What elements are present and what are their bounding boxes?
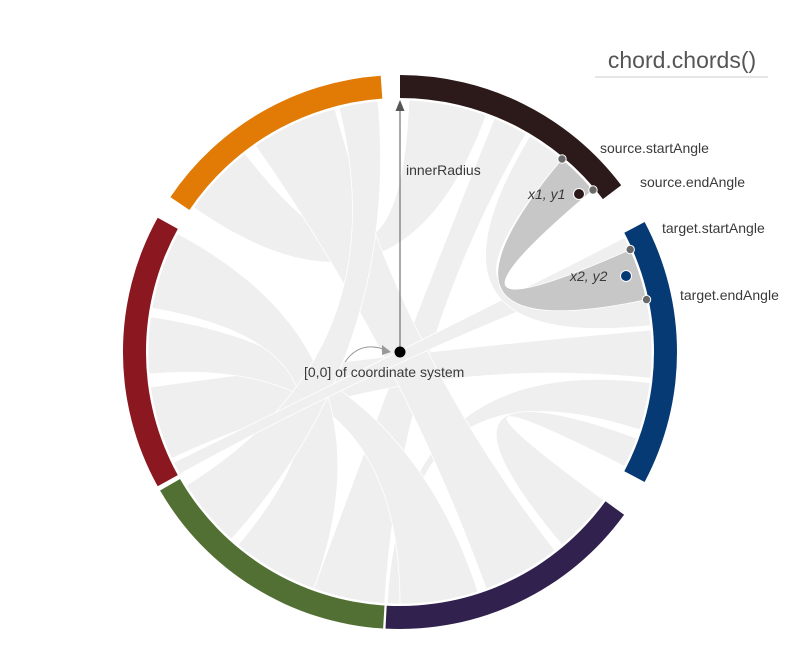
group-arc-2 <box>624 222 678 482</box>
source-point-x1-y1 <box>573 188 585 200</box>
ribbon-8 <box>151 233 339 590</box>
inner-radius-label: innerRadius <box>406 162 481 178</box>
source-end-marker <box>588 185 598 195</box>
source-start-angle-label: source.startAngle <box>600 140 709 156</box>
point2-label: x2, y2 <box>569 268 608 284</box>
angle-markers <box>557 154 652 305</box>
target-point-x2-y2 <box>620 270 632 282</box>
target-start-angle-label: target.startAngle <box>662 220 765 236</box>
group-arc-5 <box>122 217 178 487</box>
source-end-angle-label: source.endAngle <box>640 174 745 190</box>
ribbon-7 <box>147 316 479 605</box>
group-arc-6 <box>170 75 383 210</box>
ribbons-layer <box>147 99 653 605</box>
ribbon-5 <box>495 411 638 546</box>
origin-pointer-arrow <box>344 346 387 363</box>
ribbon-9 <box>185 100 381 540</box>
origin-label: [0,0] of coordinate system <box>304 364 464 380</box>
target-start-marker <box>625 244 635 255</box>
source-start-marker <box>557 154 567 164</box>
target-end-angle-label: target.endAngle <box>680 287 779 303</box>
group-arcs-layer <box>122 75 678 629</box>
inner-radius-arrowhead <box>395 100 405 111</box>
point1-label: x1, y1 <box>527 186 565 202</box>
diagram-title: chord.chords() <box>608 47 756 73</box>
group-arc-1 <box>400 75 622 200</box>
origin-point <box>394 346 406 358</box>
ribbon-3 <box>150 329 653 460</box>
origin-pointer-arrowhead <box>382 345 391 355</box>
group-arc-3 <box>385 501 625 629</box>
group-arc-4 <box>160 479 385 629</box>
target-end-marker <box>641 294 652 305</box>
